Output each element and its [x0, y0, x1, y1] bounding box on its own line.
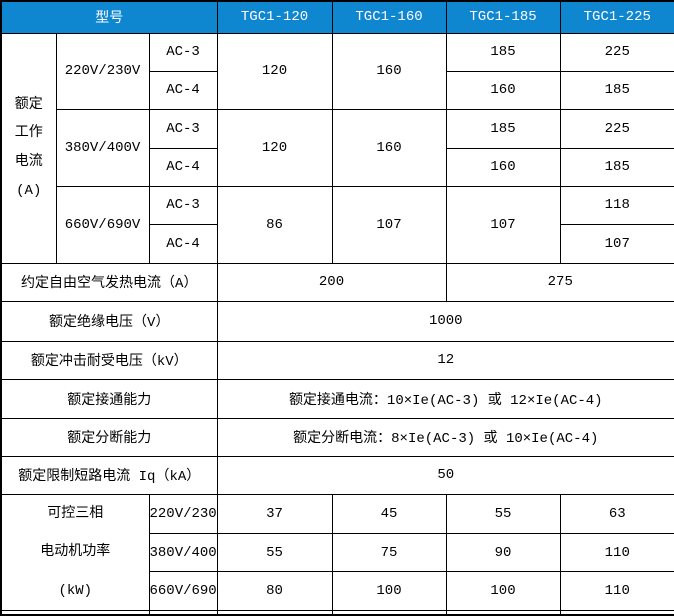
current-value-cell: 160 [331, 108, 447, 187]
utilization-category-cell: AC-4 [148, 147, 218, 187]
table-row: 额定绝缘电压（V） 1000 [0, 300, 674, 342]
voltage-cell: 220V/230V [148, 493, 218, 534]
motor-power-label: 可控三相 电动机功率 (kW) [0, 493, 150, 611]
spec-row-label: 额定冲击耐受电压（kV） [0, 340, 218, 380]
model-column-header-tgc1-120: TGC1-120 [216, 0, 333, 34]
current-value-cell: 107 [445, 185, 561, 264]
motor-power-value-cell: 90 [445, 532, 561, 573]
model-column-header-tgc1-225: TGC1-225 [559, 0, 674, 34]
table-row: 380V/400V 55 75 90 110 [1, 532, 674, 573]
motor-power-value-cell: 37 [216, 493, 333, 534]
current-value-cell: 120 [216, 32, 333, 110]
current-value-cell: 185 [445, 32, 561, 72]
table-row: 额定冲击耐受电压（kV） 12 [0, 340, 674, 380]
utilization-category-cell: AC-4 [148, 70, 218, 110]
table-row: 可控三相 电动机功率 (kW) 220V/230V 37 45 55 63 [0, 493, 674, 611]
utilization-category-cell: AC-3 [148, 108, 218, 149]
spec-value-cell: 额定分断电流：8×Ie(AC-3) 或 10×Ie(AC-4) [216, 417, 674, 457]
current-value-cell: 225 [559, 32, 674, 72]
current-value-cell: 185 [559, 147, 674, 187]
current-value-cell: 118 [559, 185, 674, 225]
table-row: 660V/690V AC-3 86 107 107 118 [1, 185, 674, 264]
model-column-header-tgc1-160: TGC1-160 [331, 0, 447, 34]
current-value-cell: 160 [331, 32, 447, 110]
utilization-category-cell: AC-3 [148, 32, 218, 72]
voltage-cell: 660V/690V [148, 571, 218, 611]
motor-power-value-cell: 110 [559, 571, 674, 611]
spec-value-cell: 275 [445, 262, 674, 302]
current-value-cell: 107 [331, 185, 447, 264]
utilization-category-cell: AC-4 [148, 223, 218, 264]
spec-row-label: 额定分断能力 [0, 417, 218, 457]
voltage-cell: 660V/690V [55, 185, 150, 264]
motor-power-value-cell: 100 [331, 571, 447, 611]
motor-power-value-cell: 55 [445, 493, 561, 534]
model-label-header: 型号 [0, 0, 218, 34]
current-value-cell: 160 [445, 70, 561, 110]
motor-power-value-cell: 110 [559, 532, 674, 573]
motor-power-value-cell: 55 [216, 532, 333, 573]
current-value-cell: 160 [445, 147, 561, 187]
table-row: AC-4 107 [1, 223, 674, 264]
model-column-header-tgc1-185: TGC1-185 [445, 0, 561, 34]
spec-value-cell: 200 [216, 262, 447, 302]
current-value-cell: 86 [216, 185, 333, 264]
table-row: 额定限制短路电流 Iq（kA） 50 [0, 455, 674, 495]
table-row: 约定自由空气发热电流（A） 200 275 [0, 262, 674, 302]
utilization-category-cell: AC-3 [148, 185, 218, 225]
current-value-cell: 120 [216, 108, 333, 187]
table-row: 额定接通能力 额定接通电流：10×Ie(AC-3) 或 12×Ie(AC-4) [0, 378, 674, 419]
current-value-cell: 185 [559, 70, 674, 110]
rated-current-label: 额定 工作 电流 (A) [0, 32, 57, 264]
table-row: 额定 工作 电流 (A) 220V/230V AC-3 120 160 185 … [0, 32, 674, 264]
voltage-cell: 220V/230V [55, 32, 150, 110]
spec-row-label: 额定限制短路电流 Iq（kA） [0, 455, 218, 495]
header-row: 型号 TGC1-120 TGC1-160 TGC1-185 TGC1-225 [0, 0, 674, 34]
spec-row-label: 额定绝缘电压（V） [0, 300, 218, 342]
current-value-cell: 107 [559, 223, 674, 264]
spec-value-cell: 额定接通电流：10×Ie(AC-3) 或 12×Ie(AC-4) [216, 378, 674, 419]
current-value-cell: 185 [445, 108, 561, 149]
motor-power-value-cell: 80 [216, 571, 333, 611]
voltage-cell: 380V/400V [148, 532, 218, 573]
table-row: 额定分断能力 额定分断电流：8×Ie(AC-3) 或 10×Ie(AC-4) [0, 417, 674, 457]
voltage-cell: 380V/400V [55, 108, 150, 187]
motor-power-value-cell: 75 [331, 532, 447, 573]
spec-value-cell: 50 [216, 455, 674, 495]
motor-power-value-cell: 100 [445, 571, 561, 611]
spec-value-cell: 12 [216, 340, 674, 380]
table-row: 380V/400V AC-3 120 160 185 225 [1, 108, 674, 187]
spec-value-cell: 1000 [216, 300, 674, 342]
spec-row-label: 约定自由空气发热电流（A） [0, 262, 218, 302]
motor-power-value-cell: 63 [559, 493, 674, 534]
spec-row-label: 额定接通能力 [0, 378, 218, 419]
current-value-cell: 225 [559, 108, 674, 149]
motor-power-value-cell: 45 [331, 493, 447, 534]
